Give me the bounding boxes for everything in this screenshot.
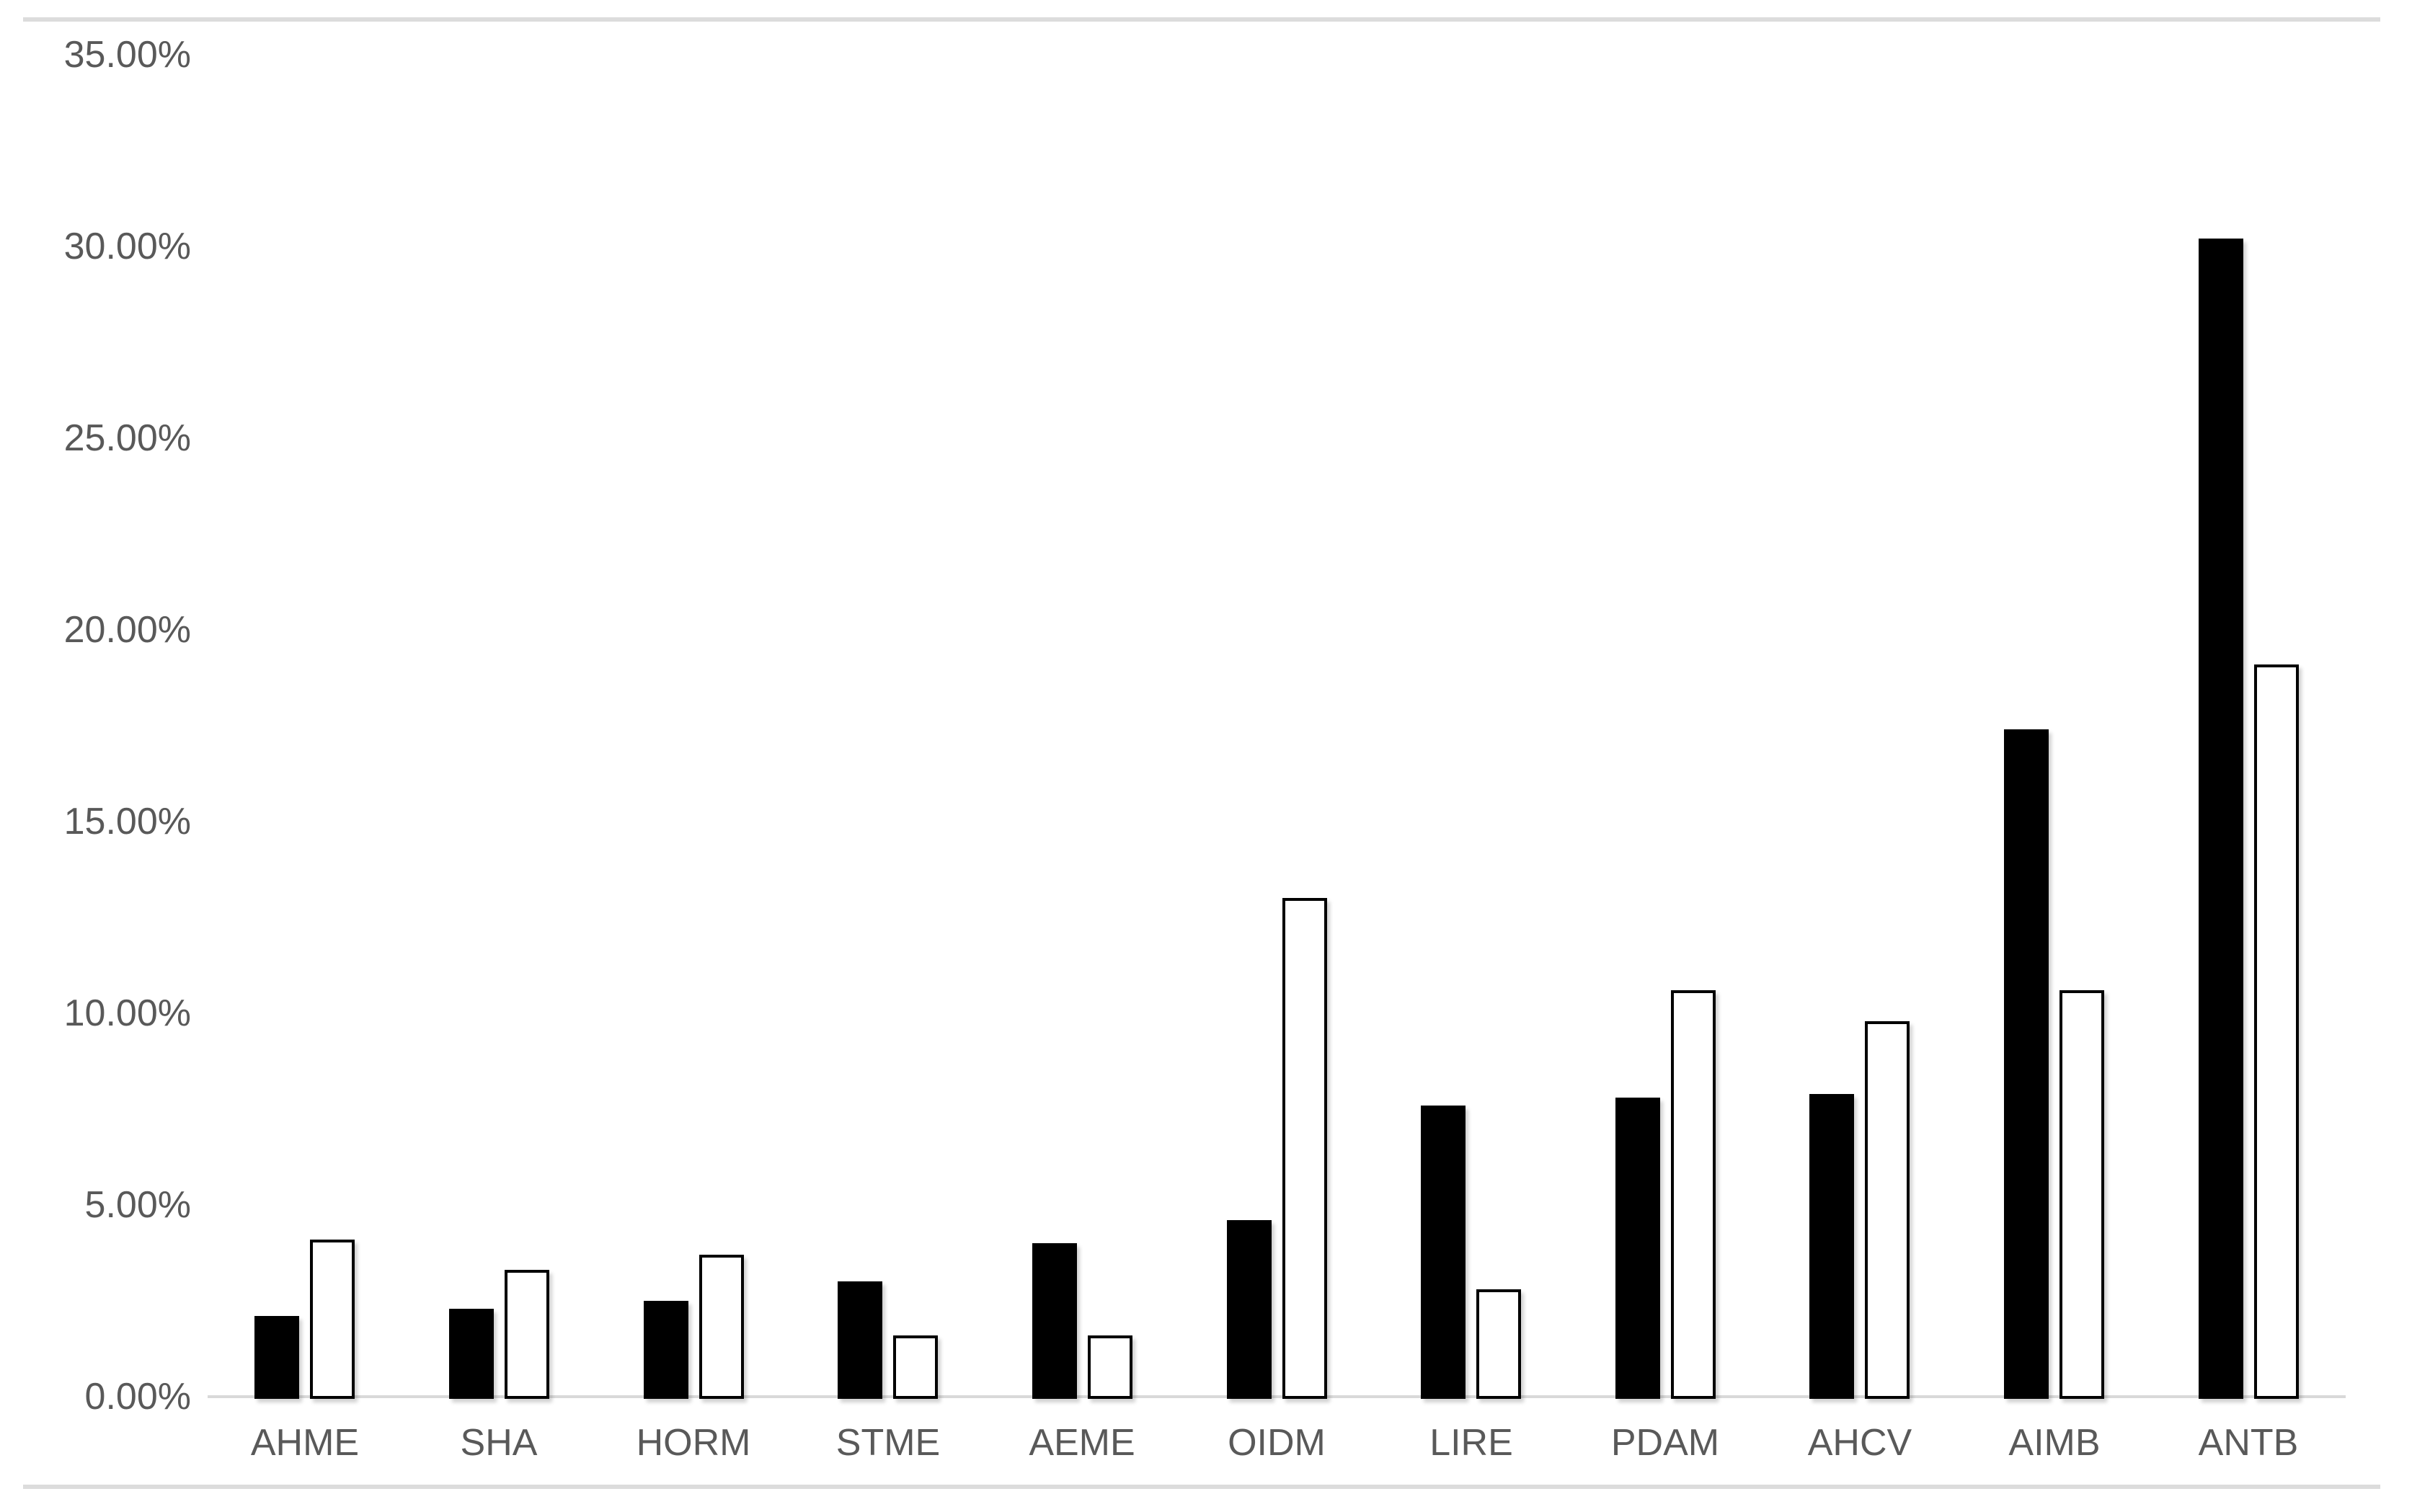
bar-outlined-STME xyxy=(893,1335,938,1399)
x-axis-category-label: STME xyxy=(835,1422,941,1464)
bar-outlined-SHA xyxy=(505,1270,549,1399)
x-axis-category-label: OIDM xyxy=(1228,1422,1326,1464)
bar-filled-ANTB xyxy=(2199,239,2243,1399)
x-axis-category-label: HORM xyxy=(636,1422,751,1464)
bar-filled-OIDM xyxy=(1227,1220,1272,1399)
bar-outlined-HORM xyxy=(699,1255,744,1399)
bar-filled-AHME xyxy=(254,1316,299,1399)
y-axis-tick-label: 10.00% xyxy=(63,992,191,1034)
x-axis-category-label: AHME xyxy=(250,1422,360,1464)
bar-filled-AEME xyxy=(1032,1243,1077,1399)
bar-outlined-OIDM xyxy=(1282,898,1327,1399)
y-axis-tick-label: 35.00% xyxy=(63,34,191,76)
bar-filled-LIRE xyxy=(1421,1106,1466,1399)
x-axis-category-label: PDAM xyxy=(1610,1422,1720,1464)
bar-outlined-AHME xyxy=(310,1240,355,1399)
x-axis-category-label: LIRE xyxy=(1429,1422,1513,1464)
bar-filled-STME xyxy=(838,1281,882,1399)
y-axis-tick-label: 30.00% xyxy=(63,226,191,267)
y-axis-tick-label: 5.00% xyxy=(84,1184,191,1226)
y-axis-tick-label: 25.00% xyxy=(63,417,191,459)
bar-filled-PDAM xyxy=(1615,1098,1660,1399)
bar-filled-SHA xyxy=(449,1309,494,1399)
chart-frame-bottom-line xyxy=(23,1485,2380,1489)
y-axis-tick-label: 20.00% xyxy=(63,609,191,651)
bar-outlined-AHCV xyxy=(1865,1021,1910,1399)
y-axis-tick-label: 15.00% xyxy=(63,801,191,842)
x-axis-category-label: AHCV xyxy=(1807,1422,1912,1464)
x-axis-category-label: AEME xyxy=(1029,1422,1135,1464)
x-axis-category-label: AIMB xyxy=(2008,1422,2101,1464)
bar-outlined-LIRE xyxy=(1476,1289,1521,1399)
bar-filled-AIMB xyxy=(2004,729,2049,1399)
x-axis-line xyxy=(208,1395,2346,1398)
bar-filled-AHCV xyxy=(1809,1094,1854,1399)
bar-filled-HORM xyxy=(644,1301,688,1399)
y-axis-tick-label: 0.00% xyxy=(84,1376,191,1418)
x-axis-category-label: SHA xyxy=(460,1422,538,1464)
bar-outlined-PDAM xyxy=(1671,990,1716,1399)
x-axis-category-label: ANTB xyxy=(2198,1422,2299,1464)
bar-outlined-ANTB xyxy=(2254,664,2299,1399)
chart-frame-top-line xyxy=(23,17,2380,22)
bar-outlined-AEME xyxy=(1088,1335,1132,1399)
bar-outlined-AIMB xyxy=(2059,990,2104,1399)
